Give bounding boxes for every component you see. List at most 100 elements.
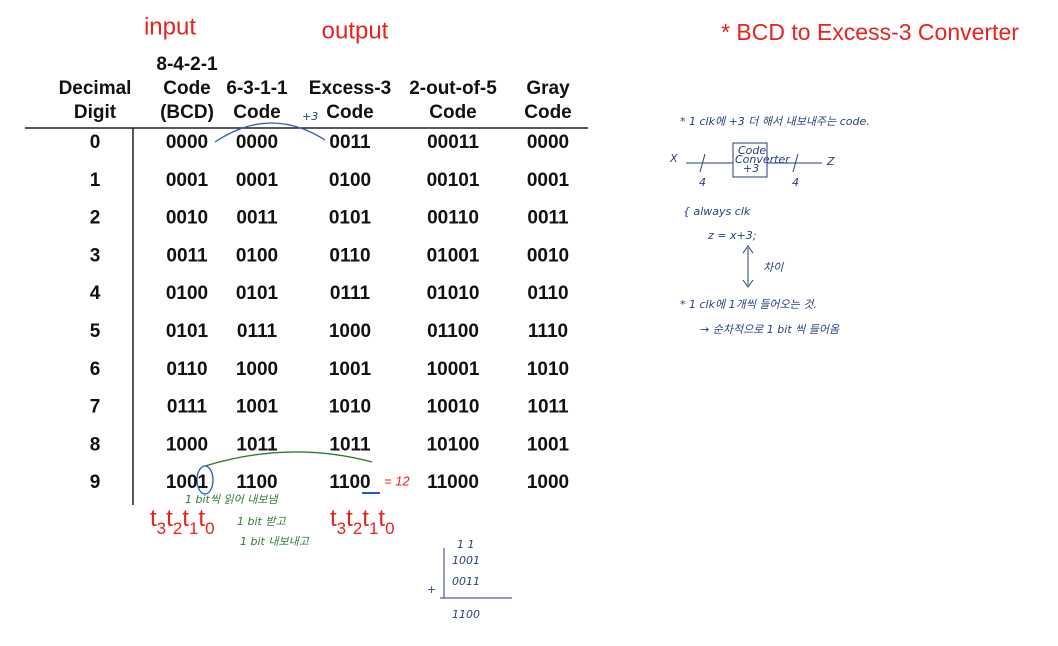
table-cell: 0001 [236, 170, 279, 191]
table-cell: 5 [90, 321, 101, 342]
bit-index: 1 [189, 519, 198, 538]
addend: 0011 [452, 575, 480, 588]
table-cell: 9 [90, 472, 101, 493]
header-cell: Code [524, 102, 572, 123]
table-cell: 1000 [166, 434, 208, 455]
table-cell: 2 [90, 208, 101, 229]
box-text: +3 [743, 162, 759, 175]
table-cell: 1110 [528, 321, 568, 342]
bit-index: 0 [205, 519, 214, 538]
table-cell: 1010 [329, 397, 371, 418]
bit-letter: t [346, 505, 353, 532]
table-cell: 10001 [427, 359, 480, 380]
bit-index: 2 [173, 519, 182, 538]
header-cell: Digit [74, 102, 117, 123]
bit-letter: t [166, 505, 173, 532]
note: * 1 clk에 1개씩 들어오는 것. [680, 298, 817, 311]
note: → 순차적으로 1 bit 씩 들어옴 [700, 323, 840, 336]
table-cell: 0010 [166, 208, 208, 229]
table-cell: 0110 [527, 283, 568, 304]
converter-box [732, 142, 768, 178]
input-label: input [144, 13, 196, 40]
bit-letter: t [150, 505, 157, 532]
bit-letter: t [330, 505, 337, 532]
table-cell: 1011 [527, 397, 569, 418]
table-cell: 1001 [527, 434, 570, 455]
box-text: Code [738, 144, 766, 157]
header-cell: Decimal [59, 78, 132, 99]
bit-label: t3t2t1t0 [330, 505, 395, 538]
bus-width: 4 [792, 176, 799, 189]
table-cell: 01100 [427, 321, 479, 342]
header-cell: Excess-3 [309, 78, 391, 99]
table-cell: 1100 [236, 472, 277, 493]
arrow [214, 122, 326, 143]
note: 차이 [763, 261, 784, 274]
table-cell: 0110 [329, 245, 370, 266]
note: * 1 clk에 +3 더 해서 내보내주는 code. [680, 115, 870, 128]
table-cell: 0000 [236, 132, 278, 153]
carries: 1 1 [457, 538, 475, 551]
table-cell: 00011 [427, 132, 479, 153]
table-cell: 0100 [166, 283, 208, 304]
diagram-in: X [669, 152, 678, 165]
table-cell: 0110 [166, 359, 207, 380]
header-cell: 8-4-2-1 [156, 54, 218, 75]
header-cell: Gray [526, 78, 570, 99]
table-cell: 0111 [167, 397, 208, 418]
bus-width: 4 [699, 176, 706, 189]
table-cell: 01010 [427, 283, 480, 304]
table-cell: 0000 [527, 132, 569, 153]
bit-index: 2 [353, 519, 362, 538]
header-cell: Code [429, 102, 477, 123]
table-cell: 8 [90, 434, 101, 455]
bus-tick [699, 153, 706, 173]
table-cell: 1010 [527, 359, 569, 380]
note: = 12 [384, 473, 410, 488]
table-cell: 1001 [236, 397, 279, 418]
note: 1 bit 내보내고 [240, 535, 310, 548]
diagram-out: Z [826, 155, 835, 168]
table-cell: 1011 [329, 434, 371, 455]
bit-index: 3 [157, 519, 166, 538]
table-cell: 1000 [527, 472, 569, 493]
table-cell: 1001 [329, 359, 372, 380]
bit-index: 3 [337, 519, 346, 538]
header-cell: Code [326, 102, 374, 123]
table-cell: 0111 [237, 321, 278, 342]
table-cell: 1011 [236, 434, 278, 455]
bit-index: 1 [369, 519, 378, 538]
table-cell: 0011 [527, 208, 569, 229]
header-cell: (BCD) [160, 102, 214, 123]
addend: 1001 [452, 554, 480, 567]
table-cell: 6 [90, 359, 101, 380]
bit-letter: t [362, 505, 369, 532]
table-cell: 0000 [166, 132, 208, 153]
table-cell: 7 [90, 397, 101, 418]
header-cell: Code [233, 102, 281, 123]
header-cell: 2-out-of-5 [409, 78, 497, 99]
arrow [204, 451, 373, 467]
table-cell: 10100 [427, 434, 480, 455]
table-cell: 01001 [427, 245, 480, 266]
table-cell: 11000 [427, 472, 479, 493]
table-cell: 1000 [329, 321, 371, 342]
table-cell: 0100 [329, 170, 371, 191]
table-cell: 1000 [236, 359, 278, 380]
note: 1 bit씩 읽어 내보냄 [185, 493, 279, 506]
bit-letter: t [182, 505, 189, 532]
bit-label: t3t2t1t0 [150, 505, 215, 538]
arrow-head [742, 245, 754, 288]
table-cell: 0001 [527, 170, 570, 191]
table-cell: 0011 [236, 208, 278, 229]
bus-tick [792, 153, 799, 173]
table-cell: 3 [90, 245, 101, 266]
bit-letter: t [198, 505, 205, 532]
table-cell: 0101 [329, 208, 372, 229]
table-cell: 0111 [330, 283, 371, 304]
table-cell: 0101 [166, 321, 209, 342]
note: 1 bit 받고 [237, 515, 286, 528]
title: * BCD to Excess-3 Converter [721, 19, 1019, 45]
table-cell: 1 [90, 170, 101, 191]
